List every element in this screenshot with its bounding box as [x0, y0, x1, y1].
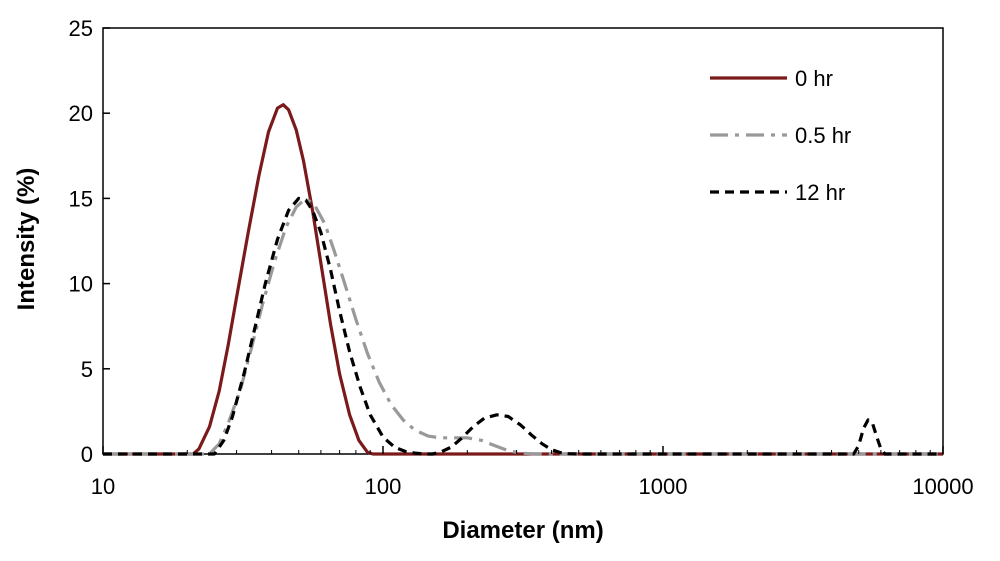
y-tick-label: 20: [69, 101, 93, 126]
x-tick-label: 100: [365, 474, 402, 499]
y-tick-label: 0: [81, 442, 93, 467]
series-layer: [103, 103, 943, 456]
y-tick-label: 15: [69, 186, 93, 211]
legend-label-0: 0 hr: [795, 66, 833, 91]
x-tick-label: 10000: [912, 474, 973, 499]
series-line-2: [103, 196, 943, 456]
y-tick-label: 10: [69, 272, 93, 297]
x-tick-label: 10: [91, 474, 115, 499]
series-line-1: [103, 196, 943, 456]
legend-label-1: 0.5 hr: [795, 123, 851, 148]
series-line-0: [103, 103, 943, 456]
legend: 0 hr 0.5 hr 12 hr: [710, 66, 851, 205]
y-tick-label: 5: [81, 357, 93, 382]
y-axis-title: Intensity (%): [13, 168, 40, 311]
y-axis: 0 5 10 15 20 25: [69, 16, 110, 467]
x-axis: 10 100 1000 10000: [91, 446, 974, 499]
plot-area: [102, 27, 944, 455]
y-tick-label: 25: [69, 16, 93, 41]
legend-label-2: 12 hr: [795, 180, 845, 205]
x-tick-label: 1000: [639, 474, 688, 499]
plot-border: [102, 27, 944, 455]
x-axis-title: Diameter (nm): [442, 517, 603, 544]
